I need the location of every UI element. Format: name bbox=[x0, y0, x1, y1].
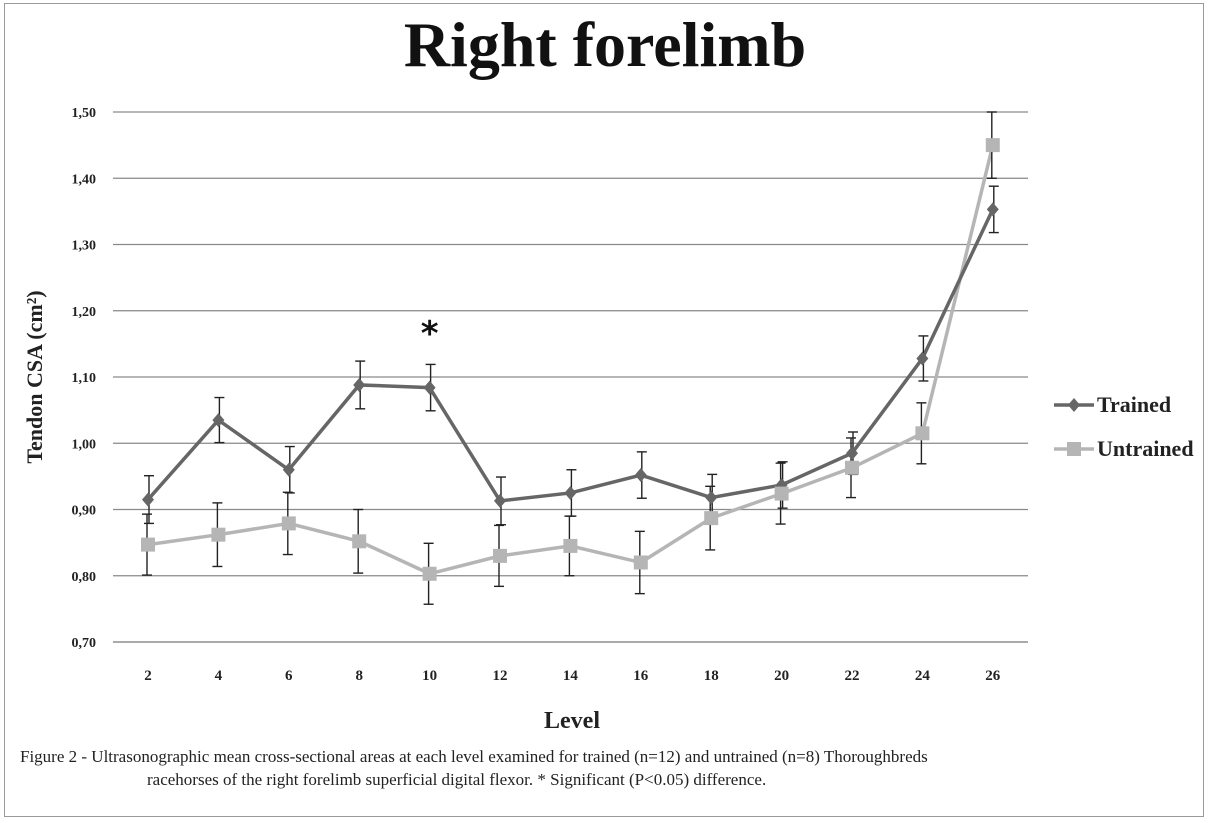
legend-marker bbox=[1068, 398, 1080, 412]
x-tick-label: 22 bbox=[845, 668, 860, 684]
data-point-untrained bbox=[774, 486, 789, 501]
data-point-trained bbox=[282, 462, 295, 477]
data-point-untrained bbox=[493, 548, 507, 563]
caption-line-2: racehorses of the right forelimb superfi… bbox=[147, 770, 767, 789]
y-tick-label: 0,70 bbox=[72, 636, 97, 651]
data-point-untrained bbox=[563, 538, 578, 553]
figure-frame bbox=[4, 3, 1204, 817]
y-tick-label: 0,90 bbox=[72, 504, 97, 519]
x-tick-label: 12 bbox=[493, 668, 508, 684]
data-point-trained bbox=[423, 380, 436, 395]
data-point-untrained bbox=[281, 516, 296, 531]
series-trained bbox=[146, 208, 995, 503]
y-tick-label: 1,10 bbox=[72, 371, 97, 386]
x-tick-label: 26 bbox=[985, 668, 1001, 684]
x-tick-label: 4 bbox=[215, 668, 223, 684]
y-tick-label: 1,20 bbox=[72, 305, 97, 320]
x-tick-label: 18 bbox=[704, 668, 719, 684]
data-point-untrained bbox=[915, 426, 930, 441]
y-tick-label: 1,00 bbox=[72, 437, 97, 452]
significance-asterisk: * bbox=[421, 314, 439, 354]
legend-item-trained: Trained bbox=[1054, 392, 1171, 417]
data-point-trained bbox=[846, 446, 858, 461]
data-point-untrained bbox=[845, 460, 859, 475]
legend-marker bbox=[1067, 442, 1081, 456]
data-point-trained bbox=[494, 493, 506, 508]
figure-caption: Figure 2 - Ultrasonographic mean cross-s… bbox=[20, 745, 1200, 791]
data-point-untrained bbox=[985, 138, 1000, 153]
data-point-trained bbox=[705, 490, 718, 505]
x-axis-label: Level bbox=[544, 708, 600, 734]
y-axis-label: Tendon CSA (cm²) bbox=[22, 290, 47, 463]
data-point-untrained bbox=[633, 555, 648, 570]
data-point-trained bbox=[564, 485, 577, 500]
legend-label: Trained bbox=[1097, 392, 1171, 417]
data-point-untrained bbox=[422, 566, 437, 581]
data-point-untrained bbox=[704, 511, 719, 526]
data-point-trained bbox=[634, 468, 647, 483]
y-tick-label: 1,30 bbox=[72, 239, 97, 254]
data-point-untrained bbox=[141, 537, 155, 552]
series-line bbox=[146, 208, 995, 503]
x-tick-label: 14 bbox=[563, 668, 579, 684]
x-tick-label: 20 bbox=[774, 668, 789, 684]
data-point-trained bbox=[353, 377, 366, 392]
data-point-trained bbox=[986, 202, 999, 217]
x-tick-label: 8 bbox=[355, 668, 363, 684]
y-tick-label: 1,40 bbox=[72, 172, 97, 187]
chart-title: Right forelimb bbox=[403, 9, 807, 80]
y-tick-label: 0,80 bbox=[72, 570, 97, 585]
y-tick-label: 1,50 bbox=[72, 106, 97, 121]
legend-item-untrained: Untrained bbox=[1054, 436, 1194, 461]
x-tick-label: 16 bbox=[633, 668, 649, 684]
data-point-trained bbox=[142, 492, 154, 507]
legend-label: Untrained bbox=[1097, 436, 1194, 461]
data-point-untrained bbox=[211, 527, 226, 542]
data-point-trained bbox=[212, 413, 225, 428]
x-tick-label: 6 bbox=[285, 668, 293, 684]
x-tick-label: 10 bbox=[422, 668, 437, 684]
x-tick-label: 2 bbox=[144, 668, 152, 684]
caption-line-1: Figure 2 - Ultrasonographic mean cross-s… bbox=[20, 747, 928, 766]
x-tick-label: 24 bbox=[915, 668, 931, 684]
data-point-trained bbox=[916, 351, 929, 366]
data-point-untrained bbox=[352, 534, 367, 549]
